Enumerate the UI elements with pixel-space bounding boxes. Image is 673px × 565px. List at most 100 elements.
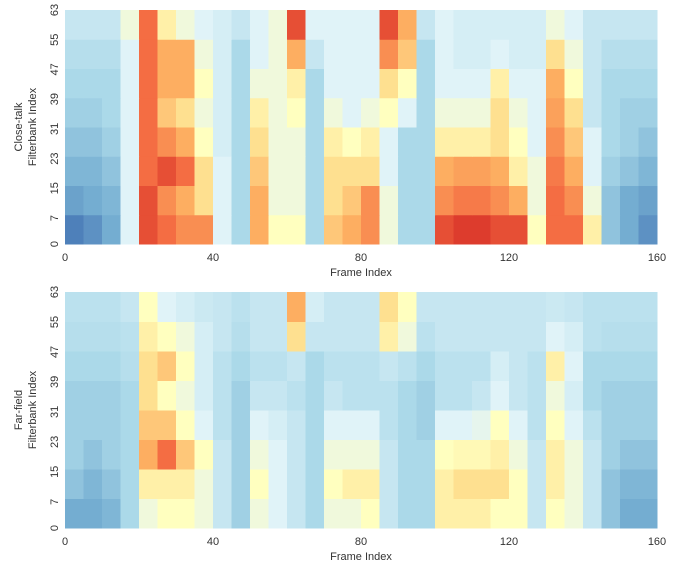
heatmap-cell [250,186,269,216]
heatmap-cell [121,186,140,216]
heatmap-cell [380,440,399,470]
heatmap-cell [343,292,362,322]
heatmap-cell [195,469,214,499]
heatmap-cell [176,469,195,499]
heatmap-cell [602,322,621,352]
heatmap-cell [65,39,84,69]
heatmap-cell [287,292,306,322]
heatmap-cell [139,410,158,440]
heatmap-cell [361,10,380,40]
heatmap-cell [121,499,140,529]
heatmap-cell [491,10,510,40]
heatmap-cell [491,39,510,69]
heatmap-cell [176,156,195,186]
heatmap-cell [121,292,140,322]
heatmap-cell [620,215,639,245]
heatmap-cell [250,215,269,245]
heatmap-cell [195,156,214,186]
heatmap-cell [213,127,232,157]
heatmap-cell [361,440,380,470]
heatmap-cell [324,410,343,440]
heatmap-cell [602,351,621,381]
heatmap-cell [565,39,584,69]
y-tick-label: 15 [49,182,61,194]
heatmap-cell [176,322,195,352]
heatmap-cell [176,10,195,40]
heatmap-cell [324,127,343,157]
heatmap-cell [398,186,417,216]
heatmap-cell [583,98,602,128]
heatmap-cell [269,469,288,499]
heatmap-cell [176,351,195,381]
heatmap-cell [121,440,140,470]
heatmap-cell [454,351,473,381]
heatmap-cell [528,410,547,440]
heatmap-cell [509,322,528,352]
y-tick-label: 31 [49,123,61,135]
heatmap-cell [454,322,473,352]
heatmap-cell [528,215,547,245]
heatmap-cell [324,156,343,186]
heatmap-cell [361,499,380,529]
heatmap-cell [417,156,436,186]
heatmap-cell [250,127,269,157]
x-tick-label: 40 [207,536,219,548]
heatmap-cell [398,215,417,245]
heatmap-cell [269,410,288,440]
heatmap-cell [509,69,528,99]
y-tick-label: 31 [49,406,61,418]
heatmap-cell [343,440,362,470]
heatmap-cell [361,292,380,322]
heatmap-cell [213,322,232,352]
heatmap-cell [195,69,214,99]
heatmap-cell [583,69,602,99]
heatmap-cell [509,381,528,411]
heatmap-cell [398,351,417,381]
heatmap-cell [435,215,454,245]
heatmap-cell [620,10,639,40]
heatmap-cell [213,440,232,470]
heatmap-cell [565,98,584,128]
heatmap-cell [620,127,639,157]
heatmap-cell [269,156,288,186]
heatmap-cell [491,69,510,99]
heatmap-cell [361,469,380,499]
heatmap-cell [102,322,121,352]
heatmap-cell [121,39,140,69]
heatmap-cell [232,322,251,352]
heatmap-cell [213,410,232,440]
heatmap-cell [380,39,399,69]
heatmap-cell [195,39,214,69]
heatmap-cell [84,322,103,352]
heatmap-cell [176,410,195,440]
heatmap-cell [250,292,269,322]
heatmap-cell [232,469,251,499]
x-tick-label: 160 [648,252,666,264]
heatmap-cell [509,156,528,186]
y-tick-label: 63 [49,286,61,298]
y-tick-label: 63 [49,4,61,16]
heatmap-cell [250,351,269,381]
heatmap-cell [509,440,528,470]
heatmap-cell [232,39,251,69]
heatmap-cell [84,39,103,69]
y-tick-label: 55 [49,316,61,328]
heatmap-cell [343,322,362,352]
heatmap-cell [102,39,121,69]
heatmap-cell [287,499,306,529]
y-tick-label: 23 [49,436,61,448]
heatmap-cell [565,69,584,99]
heatmap-cell [287,381,306,411]
heatmap-cell [306,127,325,157]
heatmap-cell [306,10,325,40]
y-tick-label: 39 [49,376,61,388]
heatmap-cell [398,322,417,352]
heatmap-cell [306,156,325,186]
heatmap-cell [491,381,510,411]
heatmap-cell [380,10,399,40]
heatmap-cell [417,98,436,128]
heatmap-cell [528,127,547,157]
heatmap-cell [380,156,399,186]
heatmap-cell [620,469,639,499]
heatmap-cell [583,410,602,440]
